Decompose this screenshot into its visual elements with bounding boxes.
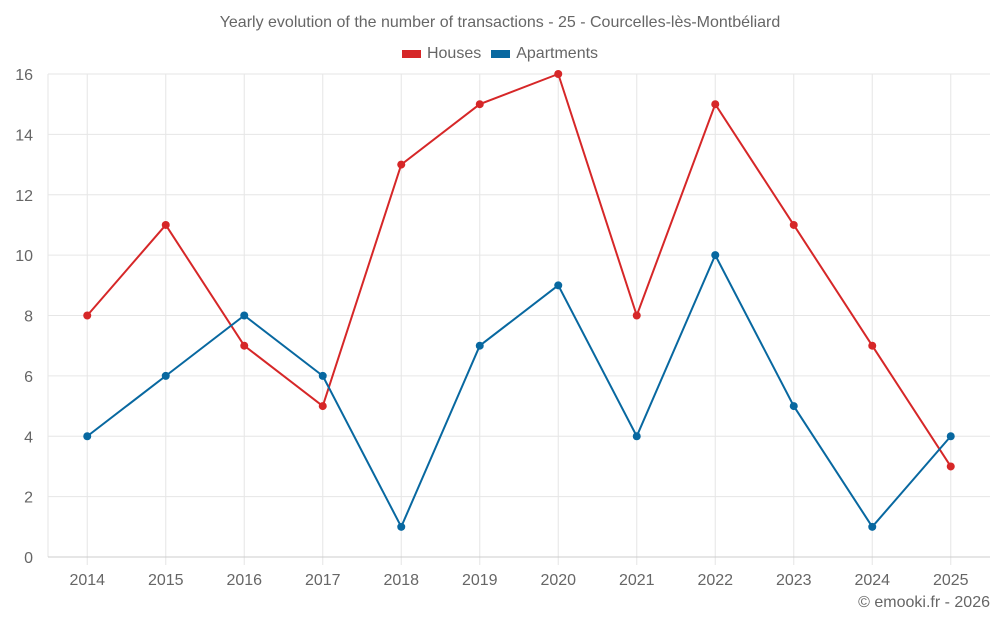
legend-swatch-apartments — [491, 50, 511, 58]
x-tick-label: 2017 — [305, 572, 341, 589]
y-tick-label: 4 — [24, 429, 33, 446]
y-tick-label: 6 — [24, 369, 33, 386]
series-line-apartments — [86, 252, 952, 530]
series-line-houses — [86, 72, 952, 467]
x-tick-label: 2021 — [619, 572, 655, 589]
x-tick-label: 2024 — [854, 572, 890, 589]
data-point-houses[interactable] — [946, 462, 955, 471]
grid — [47, 73, 990, 565]
x-tick-label: 2020 — [540, 572, 576, 589]
data-point-houses[interactable] — [161, 220, 170, 229]
y-tick-label: 16 — [15, 67, 33, 84]
y-tick-label: 0 — [24, 550, 33, 567]
x-tick-label: 2016 — [226, 572, 262, 589]
data-point-houses[interactable] — [632, 311, 641, 320]
data-point-houses[interactable] — [240, 341, 249, 350]
data-point-houses[interactable] — [868, 341, 877, 350]
data-point-apartments[interactable] — [240, 311, 249, 320]
data-point-apartments[interactable] — [632, 432, 641, 441]
data-point-houses[interactable] — [397, 160, 406, 169]
data-point-apartments[interactable] — [475, 341, 484, 350]
data-point-houses[interactable] — [475, 100, 484, 109]
legend-label-houses: Houses — [426, 45, 482, 62]
data-point-apartments[interactable] — [397, 522, 406, 531]
data-point-apartments[interactable] — [946, 432, 955, 441]
x-tick-label: 2014 — [69, 572, 105, 589]
data-point-houses[interactable] — [711, 100, 720, 109]
data-point-apartments[interactable] — [868, 522, 877, 531]
data-point-houses[interactable] — [554, 70, 563, 78]
x-tick-label: 2025 — [933, 572, 969, 589]
legend-swatch-houses — [401, 50, 421, 58]
data-point-apartments[interactable] — [554, 281, 563, 290]
x-tick-label: 2023 — [776, 572, 812, 589]
legend: Houses Apartments — [0, 45, 1000, 63]
legend-item-apartments[interactable]: Apartments — [491, 45, 598, 63]
y-tick-label: 8 — [24, 309, 33, 326]
credit: © emooki.fr - 2026 — [858, 594, 990, 611]
x-tick-label: 2015 — [148, 572, 184, 589]
data-point-apartments[interactable] — [711, 251, 720, 260]
legend-item-houses[interactable]: Houses — [401, 45, 482, 63]
legend-label-apartments: Apartments — [516, 45, 599, 62]
series-houses — [83, 70, 955, 471]
axes: 0 2 4 6 8 10 12 14 16 2014 2015 2016 2017 2018 2019 202… — [15, 67, 990, 589]
data-point-houses[interactable] — [789, 220, 798, 229]
x-tick-label: 2018 — [383, 572, 419, 589]
y-tick-label: 10 — [15, 248, 33, 265]
series — [83, 70, 955, 531]
data-point-apartments[interactable] — [789, 402, 798, 411]
data-point-houses[interactable] — [318, 402, 327, 411]
data-point-apartments[interactable] — [83, 432, 92, 441]
x-tick-label: 2022 — [697, 572, 733, 589]
data-point-apartments[interactable] — [161, 371, 170, 380]
y-tick-label: 2 — [24, 490, 33, 507]
y-tick-label: 14 — [15, 127, 33, 144]
series-apartments — [83, 251, 955, 531]
x-tick-label: 2019 — [462, 572, 498, 589]
y-tick-label: 12 — [15, 188, 33, 205]
data-point-houses[interactable] — [83, 311, 92, 320]
chart-title: Yearly evolution of the number of transa… — [219, 14, 781, 31]
data-point-apartments[interactable] — [318, 371, 327, 380]
